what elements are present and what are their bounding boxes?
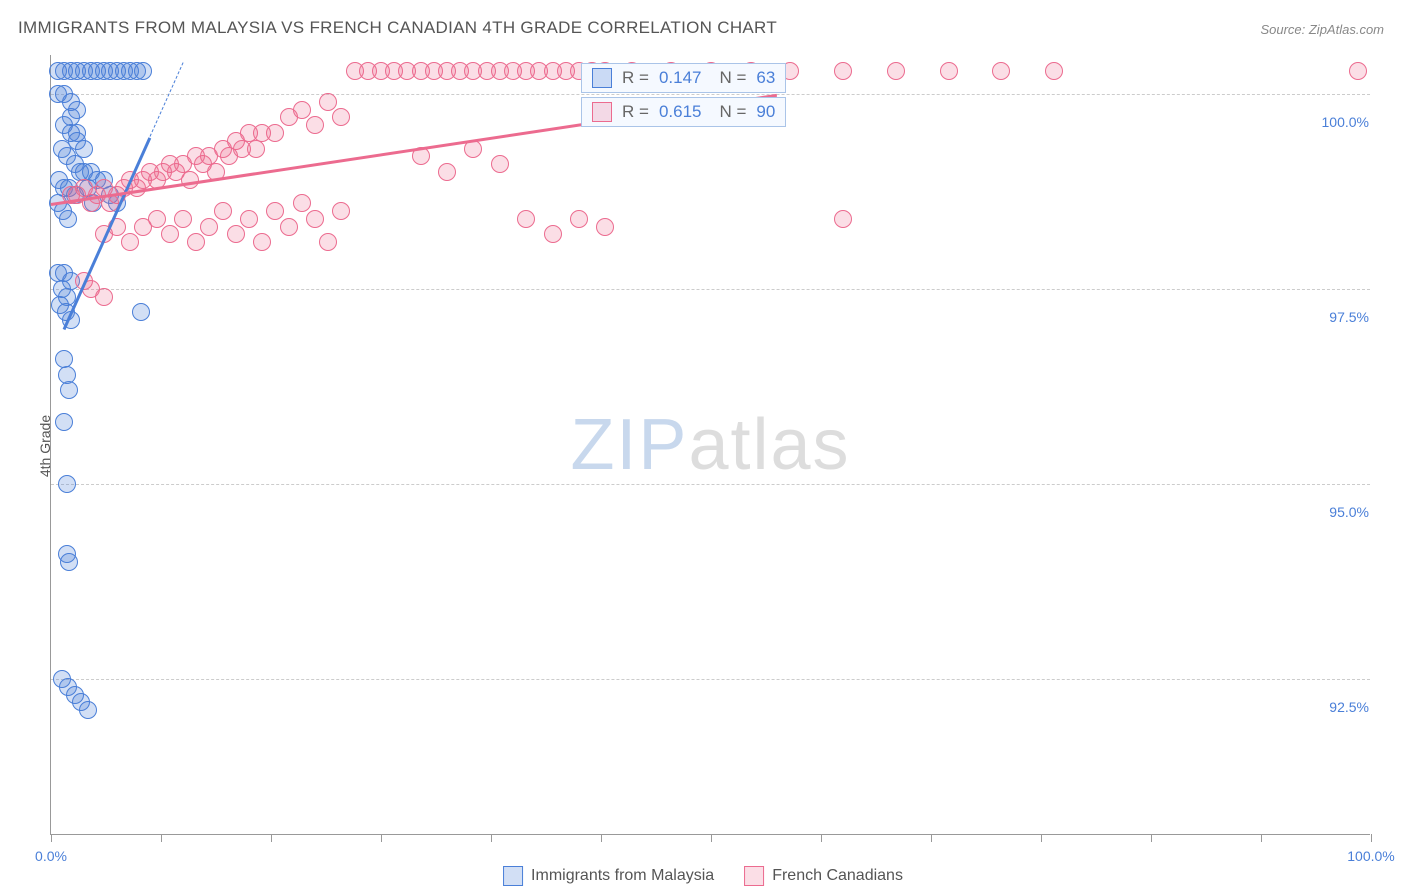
legend-swatch-icon: [744, 866, 764, 886]
watermark-right: atlas: [688, 405, 850, 485]
scatter-point-french: [174, 210, 192, 228]
scatter-point-malaysia: [59, 210, 77, 228]
x-tick: [491, 834, 492, 842]
scatter-point-french: [992, 62, 1010, 80]
scatter-point-french: [596, 218, 614, 236]
x-tick: [1151, 834, 1152, 842]
stats-r-value: 0.615: [659, 102, 702, 122]
trendline-dashed-malaysia: [150, 63, 184, 137]
stats-n-value: 90: [756, 102, 775, 122]
gridline-horizontal: [51, 484, 1370, 485]
scatter-point-french: [332, 108, 350, 126]
x-tick: [711, 834, 712, 842]
chart-title: IMMIGRANTS FROM MALAYSIA VS FRENCH CANAD…: [18, 18, 777, 38]
x-tick: [601, 834, 602, 842]
scatter-point-malaysia: [58, 475, 76, 493]
scatter-point-malaysia: [134, 62, 152, 80]
stats-box-malaysia: R = 0.147 N = 63: [581, 63, 786, 93]
scatter-point-malaysia: [132, 303, 150, 321]
scatter-point-french: [148, 210, 166, 228]
stats-n-label: N =: [719, 68, 746, 88]
scatter-point-french: [834, 62, 852, 80]
scatter-point-french: [266, 124, 284, 142]
scatter-point-french: [834, 210, 852, 228]
x-tick: [381, 834, 382, 842]
scatter-point-french: [240, 210, 258, 228]
scatter-point-malaysia: [79, 701, 97, 719]
scatter-point-french: [438, 163, 456, 181]
stats-r-label: R =: [622, 68, 649, 88]
scatter-point-malaysia: [60, 553, 78, 571]
scatter-point-french: [293, 194, 311, 212]
scatter-point-malaysia: [60, 381, 78, 399]
scatter-point-french: [940, 62, 958, 80]
scatter-point-french: [544, 225, 562, 243]
x-tick: [161, 834, 162, 842]
scatter-point-french: [1349, 62, 1367, 80]
gridline-horizontal: [51, 289, 1370, 290]
stats-box-french: R = 0.615 N = 90: [581, 97, 786, 127]
scatter-point-french: [214, 202, 232, 220]
x-tick: [271, 834, 272, 842]
stats-swatch-icon: [592, 102, 612, 122]
bottom-legend: Immigrants from Malaysia French Canadian…: [503, 866, 903, 886]
scatter-point-french: [293, 101, 311, 119]
legend-swatch-icon: [503, 866, 523, 886]
x-tick-label: 100.0%: [1347, 848, 1394, 864]
x-tick: [1371, 834, 1372, 842]
scatter-point-malaysia: [75, 140, 93, 158]
source-attribution: Source: ZipAtlas.com: [1260, 22, 1384, 37]
scatter-point-french: [570, 210, 588, 228]
x-tick: [931, 834, 932, 842]
scatter-point-french: [887, 62, 905, 80]
scatter-point-french: [161, 225, 179, 243]
stats-r-label: R =: [622, 102, 649, 122]
x-tick: [51, 834, 52, 842]
scatter-point-french: [306, 116, 324, 134]
watermark-left: ZIP: [570, 405, 688, 485]
x-tick-label: 0.0%: [35, 848, 67, 864]
legend-label: French Canadians: [772, 867, 903, 885]
scatter-point-french: [1045, 62, 1063, 80]
legend-label: Immigrants from Malaysia: [531, 867, 714, 885]
scatter-point-french: [247, 140, 265, 158]
stats-n-value: 63: [756, 68, 775, 88]
watermark: ZIPatlas: [570, 404, 850, 486]
scatter-point-french: [491, 155, 509, 173]
scatter-point-french: [306, 210, 324, 228]
scatter-point-french: [266, 202, 284, 220]
scatter-point-french: [517, 210, 535, 228]
scatter-point-french: [121, 233, 139, 251]
scatter-point-malaysia: [55, 413, 73, 431]
y-tick-label: 100.0%: [1318, 114, 1373, 130]
y-tick-label: 97.5%: [1325, 309, 1373, 325]
x-tick: [1261, 834, 1262, 842]
scatter-point-french: [200, 218, 218, 236]
scatter-point-french: [253, 233, 271, 251]
legend-item-malaysia: Immigrants from Malaysia: [503, 866, 714, 886]
x-tick: [1041, 834, 1042, 842]
scatter-point-french: [280, 218, 298, 236]
x-tick: [821, 834, 822, 842]
scatter-point-french: [187, 233, 205, 251]
stats-r-value: 0.147: [659, 68, 702, 88]
scatter-point-french: [227, 225, 245, 243]
stats-n-label: N =: [719, 102, 746, 122]
stats-swatch-icon: [592, 68, 612, 88]
scatter-point-french: [319, 93, 337, 111]
scatter-point-french: [319, 233, 337, 251]
scatter-point-french: [332, 202, 350, 220]
scatter-point-french: [95, 288, 113, 306]
legend-item-french: French Canadians: [744, 866, 903, 886]
y-tick-label: 95.0%: [1325, 504, 1373, 520]
gridline-horizontal: [51, 679, 1370, 680]
scatter-plot-area: 100.0%97.5%95.0%92.5%0.0%100.0%R =0.147N…: [50, 55, 1370, 835]
gridline-horizontal: [51, 94, 1370, 95]
y-tick-label: 92.5%: [1325, 699, 1373, 715]
